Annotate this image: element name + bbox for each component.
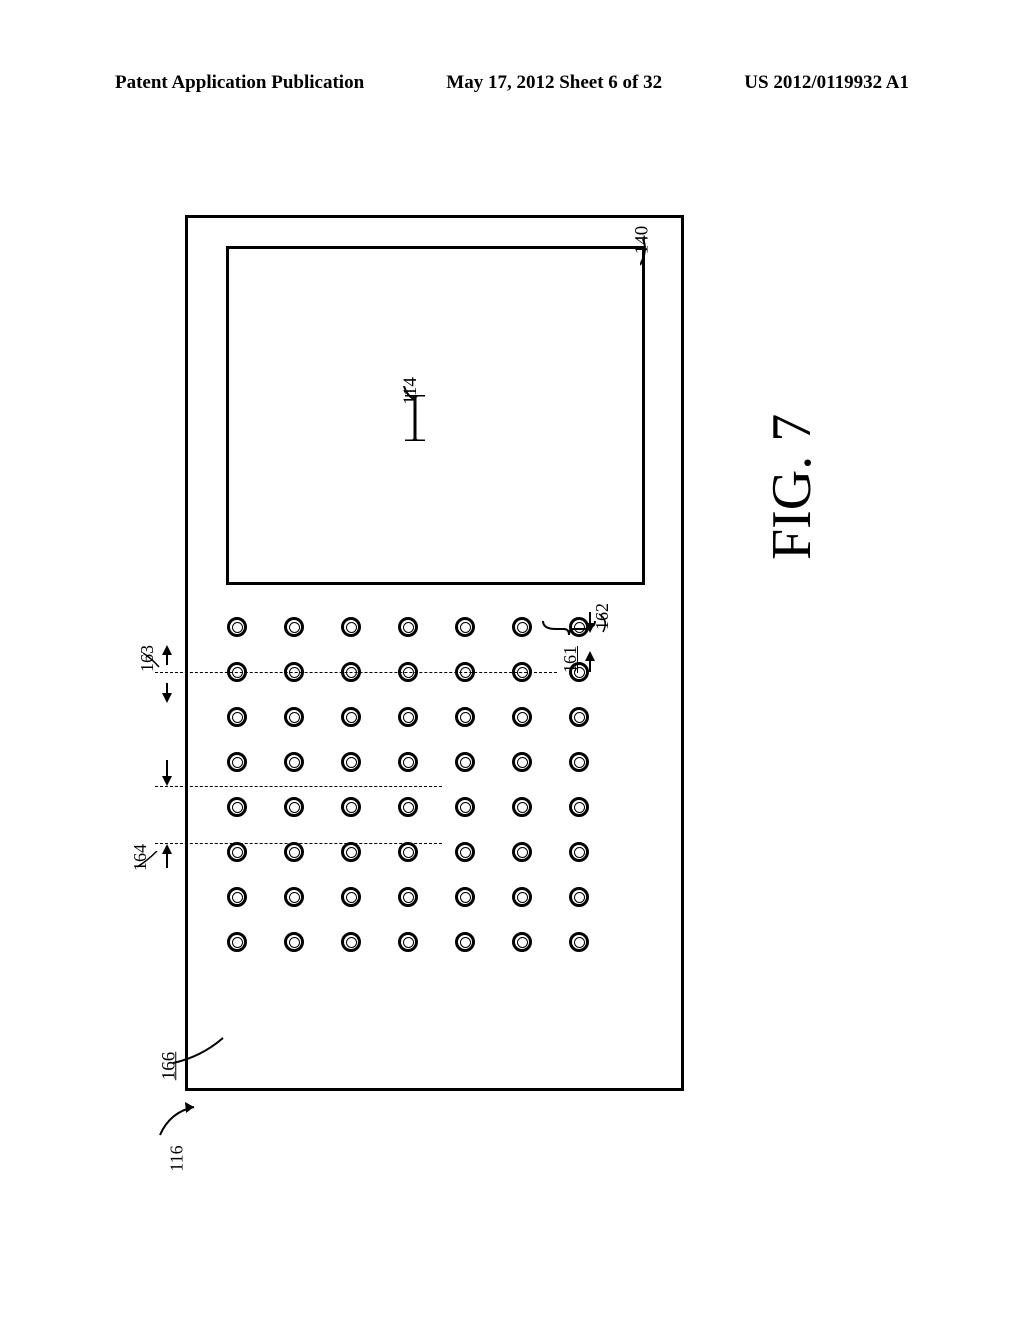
grid-dot — [512, 797, 532, 817]
grid-dot — [284, 707, 304, 727]
grid-dot — [284, 932, 304, 952]
arrow-116 — [152, 1102, 202, 1142]
grid-dot — [227, 797, 247, 817]
ref-161: 161 — [560, 646, 581, 673]
grid-dot — [398, 617, 418, 637]
grid-dot — [284, 752, 304, 772]
arrow-162 — [583, 612, 633, 674]
header-center: May 17, 2012 Sheet 6 of 32 — [446, 72, 662, 94]
grid-dot — [455, 707, 475, 727]
dashed-col-b2 — [155, 843, 442, 844]
grid-dot — [512, 887, 532, 907]
grid-dot — [455, 752, 475, 772]
grid-dot — [398, 887, 418, 907]
grid-dot — [227, 707, 247, 727]
grid-dot — [569, 887, 589, 907]
grid-dot — [398, 842, 418, 862]
grid-dot — [455, 932, 475, 952]
grid-dot — [512, 617, 532, 637]
screen — [226, 246, 645, 585]
grid-dot — [341, 707, 361, 727]
grid-dot — [455, 617, 475, 637]
leader-140 — [640, 239, 660, 269]
grid-dot — [569, 842, 589, 862]
grid-dot — [341, 842, 361, 862]
grid-dot — [569, 707, 589, 727]
device-figure: 140 114 166 161 162 163 — [185, 215, 684, 1091]
grid-dot — [284, 617, 304, 637]
grid-dot — [284, 887, 304, 907]
grid-dot — [455, 842, 475, 862]
header-right: US 2012/0119932 A1 — [744, 72, 909, 94]
grid-dot — [398, 932, 418, 952]
leader-164 — [137, 851, 159, 869]
grid-dot — [398, 752, 418, 772]
grid-dot — [455, 887, 475, 907]
grid-dot — [398, 707, 418, 727]
grid-dot — [227, 842, 247, 862]
grid-dot — [227, 752, 247, 772]
grid-dot — [398, 797, 418, 817]
grid-dot — [512, 707, 532, 727]
grid-dot — [284, 842, 304, 862]
grid-dot — [341, 617, 361, 637]
grid-dot — [341, 797, 361, 817]
dashed-col-b1 — [155, 786, 442, 787]
figure-label: FIG. 7 — [760, 414, 824, 560]
grid-dot — [569, 752, 589, 772]
grid-dot — [512, 752, 532, 772]
grid-dot — [284, 797, 304, 817]
grid-dot — [341, 932, 361, 952]
grid-dot — [227, 617, 247, 637]
leader-163 — [143, 653, 161, 669]
leader-166 — [173, 1035, 225, 1065]
grid-dot — [512, 932, 532, 952]
ref-116: 116 — [167, 1145, 188, 1171]
dashed-col-a — [155, 672, 557, 673]
grid-dot — [227, 887, 247, 907]
grid-dot — [569, 932, 589, 952]
arrow-164 — [155, 760, 185, 870]
grid-dot — [341, 752, 361, 772]
grid-dot — [227, 932, 247, 952]
grid-dot — [455, 797, 475, 817]
leader-114 — [401, 386, 419, 404]
grid-dot — [341, 887, 361, 907]
grid-dot — [512, 842, 532, 862]
header-left: Patent Application Publication — [115, 72, 364, 94]
grid-dot — [569, 797, 589, 817]
